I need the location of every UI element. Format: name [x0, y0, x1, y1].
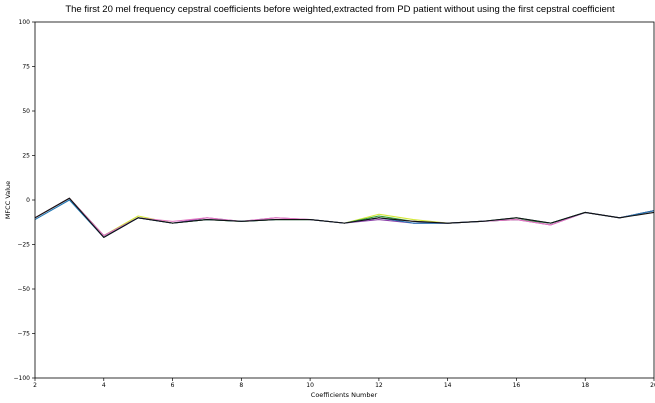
series-line-5: [34, 199, 655, 238]
plot-frame: [34, 21, 655, 379]
y-tick-label: −100: [14, 375, 31, 382]
y-tick-label: −25: [17, 242, 30, 249]
y-tick-label: 75: [22, 64, 30, 71]
x-tick-label: 2: [33, 382, 37, 389]
series-line-4: [34, 197, 655, 237]
series-line-6: [34, 197, 655, 238]
y-axis-label: MFCC Value: [4, 181, 12, 219]
y-tick-label: −75: [17, 331, 30, 338]
y-tick-label: −50: [17, 286, 30, 293]
series-line-3: [34, 197, 655, 237]
x-tick-label: 16: [513, 382, 521, 389]
x-axis-label: Coefficients Number: [311, 391, 378, 399]
y-tick-label: 0: [26, 197, 30, 204]
series-line-2: [34, 197, 655, 237]
y-tick-label: 50: [22, 108, 30, 115]
series-line-1: [34, 197, 655, 237]
x-tick-label: 4: [102, 382, 106, 389]
x-tick-label: 20: [650, 382, 655, 389]
x-tick-label: 18: [581, 382, 589, 389]
y-tick-label: 100: [19, 19, 31, 26]
x-tick-label: 14: [444, 382, 452, 389]
x-tick-label: 6: [171, 382, 175, 389]
x-tick-label: 8: [239, 382, 243, 389]
chart-title: The first 20 mel frequency cepstral coef…: [65, 4, 615, 15]
x-tick-label: 10: [306, 382, 314, 389]
y-tick-label: 25: [22, 153, 30, 160]
x-tick-label: 12: [375, 382, 383, 389]
